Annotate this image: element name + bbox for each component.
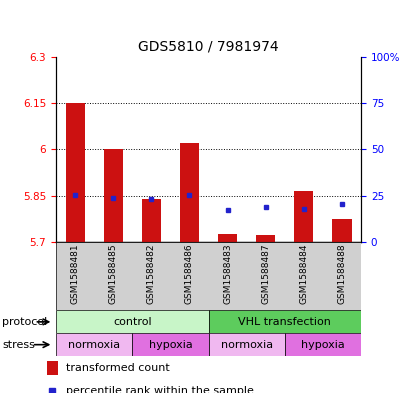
Text: GSM1588486: GSM1588486 bbox=[185, 244, 194, 305]
Bar bbox=[294, 191, 313, 242]
Text: GSM1588487: GSM1588487 bbox=[261, 244, 270, 305]
Text: hypoxia: hypoxia bbox=[301, 340, 345, 350]
Text: GSM1588481: GSM1588481 bbox=[71, 244, 80, 305]
Bar bbox=[218, 234, 237, 242]
Text: GSM1588484: GSM1588484 bbox=[299, 244, 308, 304]
Bar bbox=[66, 103, 85, 242]
Text: normoxia: normoxia bbox=[68, 340, 120, 350]
Text: percentile rank within the sample: percentile rank within the sample bbox=[66, 386, 254, 393]
Text: normoxia: normoxia bbox=[221, 340, 273, 350]
Bar bbox=[56, 310, 209, 333]
Text: protocol: protocol bbox=[2, 317, 47, 327]
Text: control: control bbox=[113, 317, 151, 327]
Bar bbox=[132, 333, 209, 356]
Text: GSM1588483: GSM1588483 bbox=[223, 244, 232, 305]
Text: GSM1588488: GSM1588488 bbox=[337, 244, 347, 305]
Bar bbox=[332, 219, 352, 242]
Bar bbox=[56, 333, 132, 356]
Text: hypoxia: hypoxia bbox=[149, 340, 192, 350]
Bar bbox=[256, 235, 275, 242]
Bar bbox=[209, 310, 361, 333]
Bar bbox=[285, 333, 361, 356]
Title: GDS5810 / 7981974: GDS5810 / 7981974 bbox=[138, 39, 279, 53]
Text: stress: stress bbox=[2, 340, 35, 350]
Text: GSM1588485: GSM1588485 bbox=[109, 244, 118, 305]
Bar bbox=[180, 143, 199, 242]
Text: GSM1588482: GSM1588482 bbox=[147, 244, 156, 304]
Bar bbox=[142, 198, 161, 242]
Text: VHL transfection: VHL transfection bbox=[238, 317, 331, 327]
Bar bbox=[47, 361, 58, 375]
Bar bbox=[209, 333, 285, 356]
Bar bbox=[104, 149, 123, 242]
Text: transformed count: transformed count bbox=[66, 363, 170, 373]
